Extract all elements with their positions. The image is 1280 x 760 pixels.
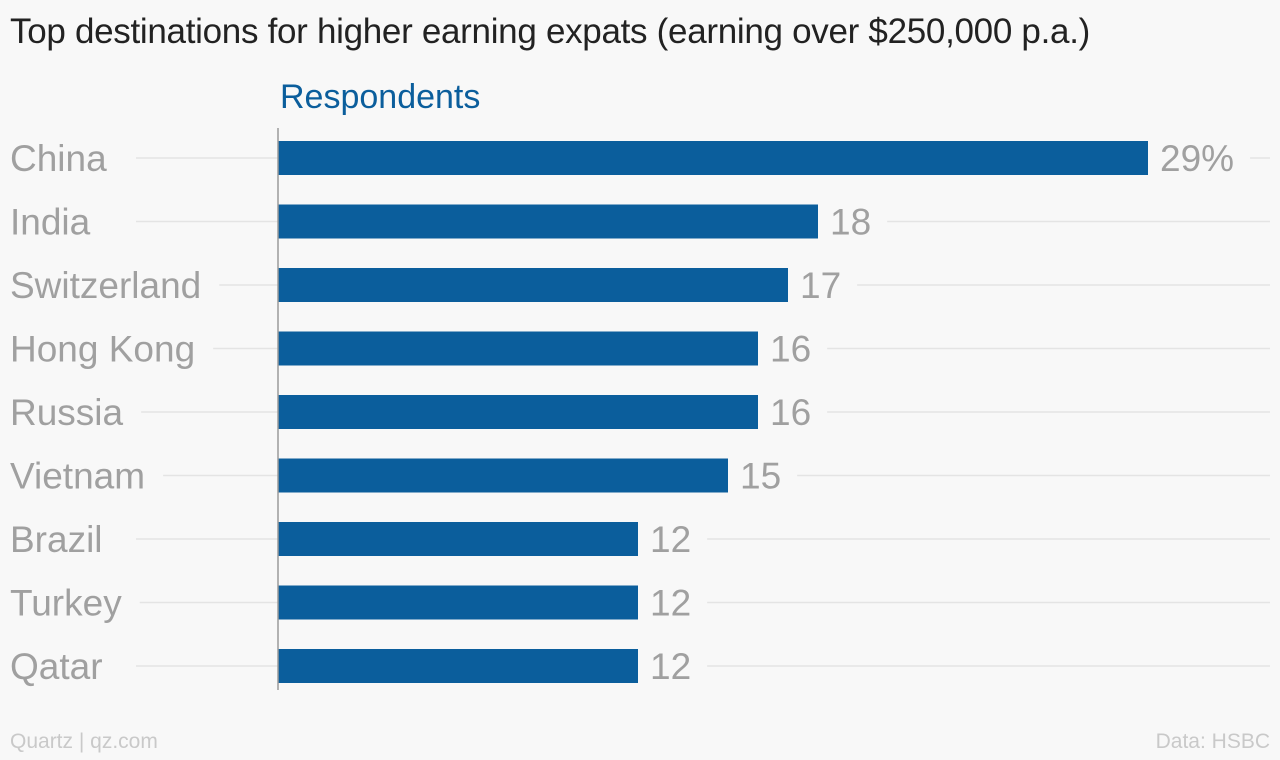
category-label: Turkey (10, 583, 122, 624)
bar (278, 268, 788, 302)
category-label: Qatar (10, 646, 103, 687)
bar (278, 331, 758, 366)
value-label: 16 (770, 392, 811, 433)
value-label: 18 (830, 202, 871, 243)
chart-title: Top destinations for higher earning expa… (10, 12, 1090, 51)
category-label: China (10, 138, 107, 179)
bar (278, 585, 638, 620)
bar (278, 204, 818, 239)
category-label: Russia (10, 392, 124, 433)
value-label: 17 (800, 265, 841, 306)
footer-source: Data: HSBC (1155, 730, 1270, 753)
value-label: 12 (650, 646, 691, 687)
value-label: 16 (770, 329, 811, 370)
value-label: 12 (650, 519, 691, 560)
bar (278, 458, 728, 493)
category-label: Vietnam (10, 456, 145, 497)
footer-credit: Quartz | qz.com (10, 730, 158, 753)
bar (278, 395, 758, 429)
bar (278, 649, 638, 683)
series-label: Respondents (280, 78, 481, 116)
category-label: Switzerland (10, 265, 201, 306)
value-label: 12 (650, 583, 691, 624)
category-label: Hong Kong (10, 329, 195, 370)
category-label: India (10, 202, 91, 243)
category-label: Brazil (10, 519, 103, 560)
value-label: 15 (740, 456, 781, 497)
value-label: 29% (1160, 138, 1234, 179)
bar (278, 522, 638, 556)
bar (278, 141, 1148, 175)
